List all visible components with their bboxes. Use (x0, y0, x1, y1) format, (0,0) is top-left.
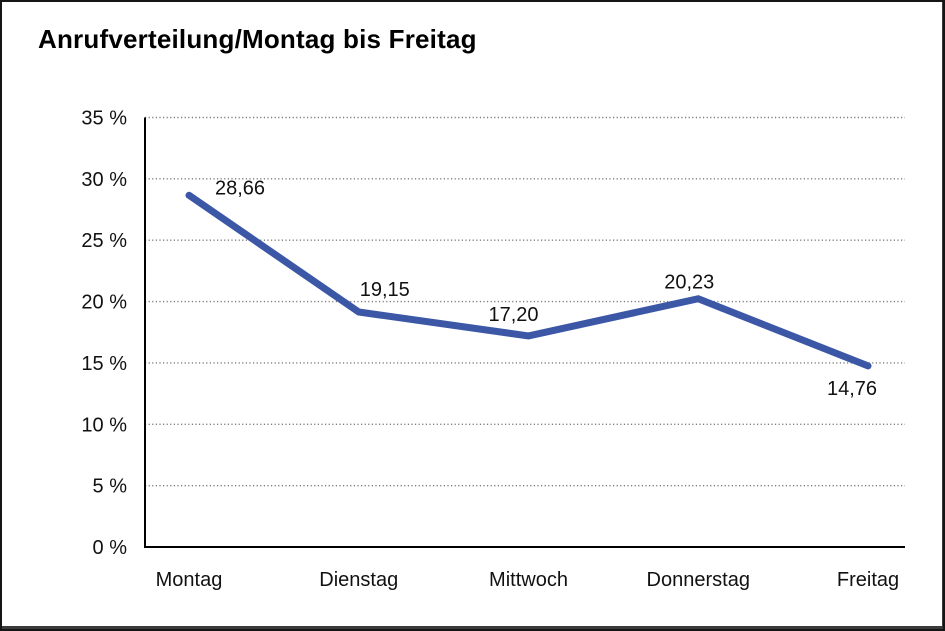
x-axis-category-label: Dienstag (319, 569, 398, 591)
series-line (185, 191, 872, 370)
chart-title: Anrufverteilung/Montag bis Freitag (38, 24, 477, 54)
x-axis-category-label: Montag (156, 569, 223, 591)
data-point-label: 14,76 (827, 378, 877, 400)
y-axis-tick-label: 0 % (93, 537, 128, 559)
y-axis-tick-label: 10 % (81, 414, 127, 436)
data-point-label: 19,15 (360, 279, 410, 301)
y-axis-tick-label: 15 % (81, 353, 127, 375)
y-axis-tick-label: 20 % (81, 292, 127, 314)
y-axis-tick-label: 25 % (81, 230, 127, 252)
data-point-label: 28,66 (215, 177, 265, 199)
y-axis-tick-label: 5 % (93, 476, 128, 498)
data-point-label: 17,20 (488, 304, 538, 326)
x-axis-category-label: Donnerstag (647, 569, 750, 591)
x-axis-category-label: Mittwoch (489, 569, 568, 591)
y-axis-tick-label: 30 % (81, 169, 127, 191)
y-axis-tick-label: 35 % (81, 108, 127, 130)
x-axis-category-label: Freitag (837, 569, 899, 591)
data-point-label: 20,23 (664, 272, 714, 294)
